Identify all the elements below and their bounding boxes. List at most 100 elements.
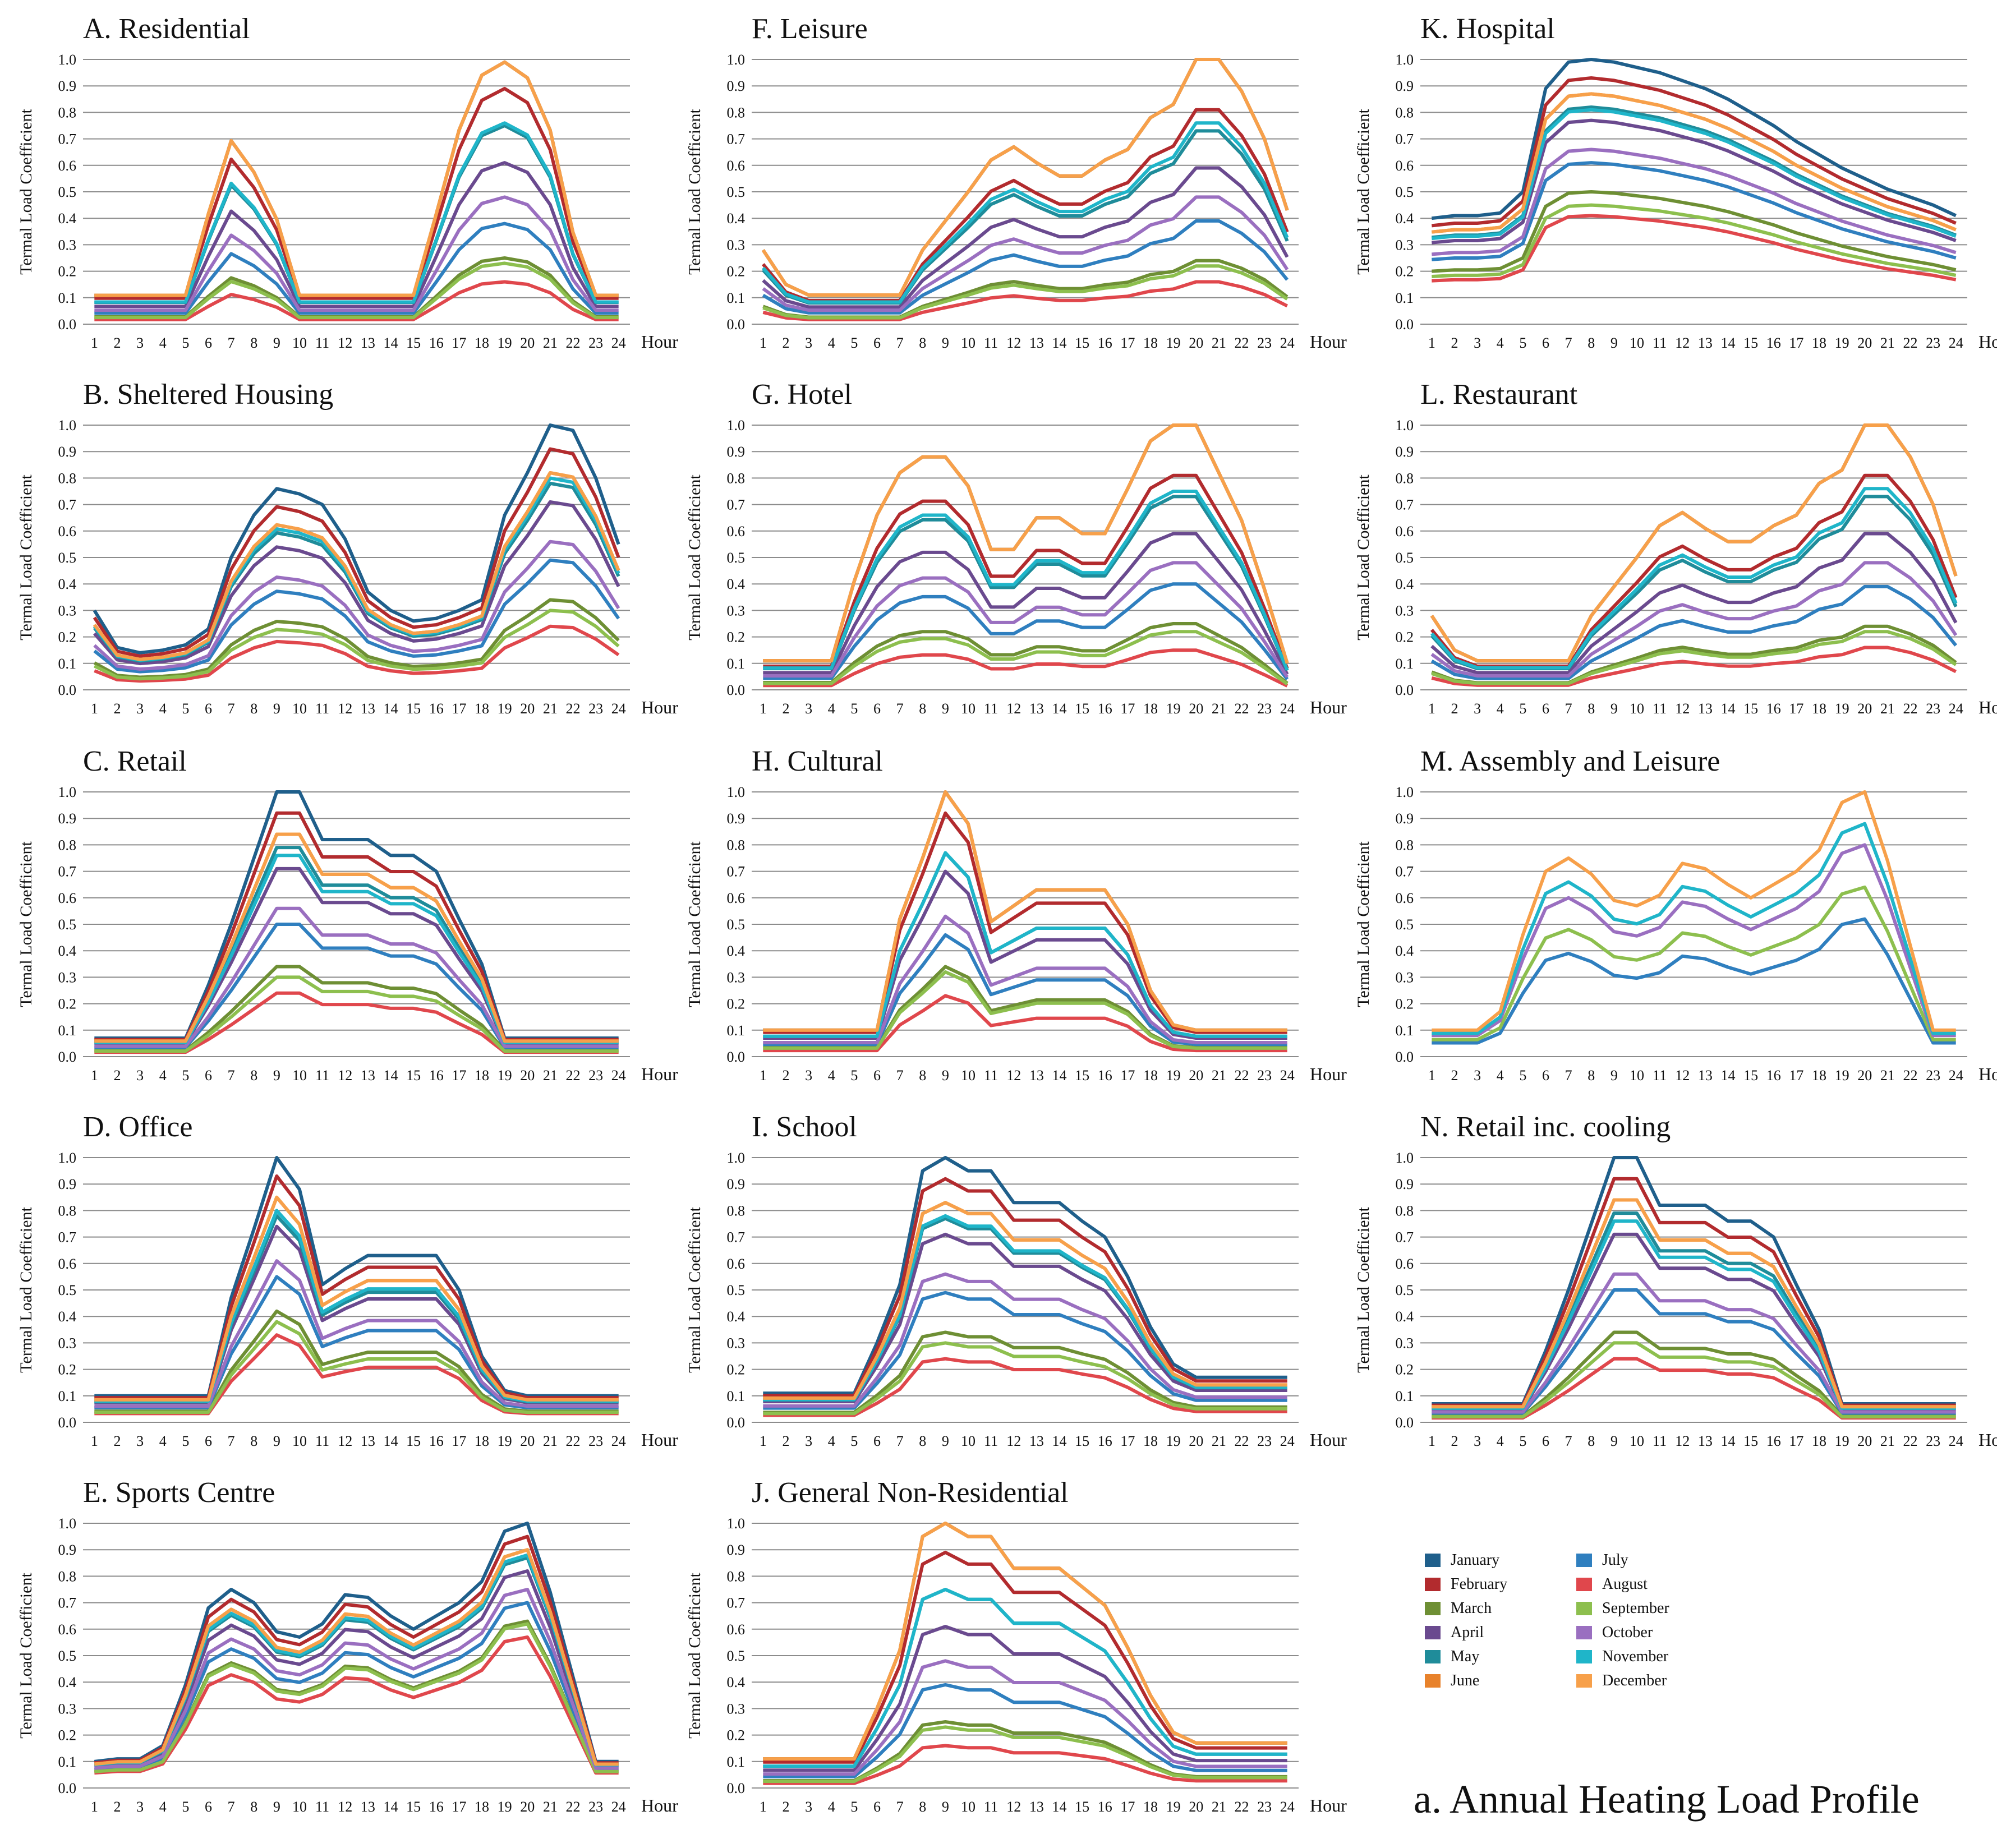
y-tick-label: 1.0 (1396, 784, 1414, 800)
x-tick-label: 16 (1766, 701, 1781, 717)
y-tick-label: 0.8 (58, 1202, 77, 1219)
x-tick-label: 4 (1497, 1433, 1504, 1449)
y-tick-label: 0.3 (727, 237, 746, 253)
x-axis-unit-label: Hour (1310, 1795, 1347, 1815)
series-line-april (94, 1224, 619, 1405)
series-line-october (763, 561, 1289, 678)
x-tick-label: 18 (1143, 335, 1158, 351)
legend-swatch-march (1425, 1602, 1441, 1615)
y-tick-label: 0.9 (58, 78, 77, 94)
x-tick-label: 8 (250, 1799, 257, 1815)
x-tick-label: 8 (250, 1067, 257, 1084)
y-tick-label: 1.0 (727, 1515, 746, 1532)
y-tick-label: 0.2 (727, 629, 746, 646)
x-tick-label: 11 (315, 335, 329, 351)
y-axis-label: Termal Load Coefficient (17, 474, 35, 640)
x-tick-label: 8 (250, 1433, 257, 1449)
x-tick-label: 22 (565, 335, 580, 351)
x-tick-label: 23 (588, 1067, 603, 1084)
series-line-august (763, 994, 1287, 1053)
x-tick-label: 11 (315, 701, 329, 717)
series-lines (94, 1522, 619, 1775)
y-tick-label: 0.0 (58, 1414, 77, 1431)
x-axis-unit-label: Hour (641, 1064, 678, 1084)
x-axis-unit-label: Hour (641, 1430, 678, 1450)
x-tick-label: 1 (1428, 1067, 1435, 1084)
x-tick-label: 6 (873, 1067, 881, 1084)
y-tick-label: 0.9 (727, 78, 746, 94)
panel-title: D. Office (83, 1111, 192, 1143)
x-tick-label: 4 (828, 1433, 835, 1449)
series-line-january (763, 1156, 1287, 1395)
y-tick-label: 0.6 (727, 1256, 746, 1272)
x-tick-label: 11 (1653, 335, 1667, 351)
x-tick-label: 18 (475, 335, 489, 351)
x-tick-label: 4 (828, 335, 835, 351)
series-line-december (93, 471, 620, 661)
chart-panel-E: 0.00.10.20.30.40.50.60.70.80.91.01 2 3 4 5 6 7… (17, 1477, 678, 1815)
y-tick-label: 0.2 (58, 629, 77, 646)
x-tick-label: 14 (1720, 1433, 1735, 1449)
y-tick-label: 0.6 (1396, 523, 1414, 540)
legend-label-december: December (1602, 1672, 1667, 1689)
y-tick-label: 0.5 (58, 1282, 77, 1298)
x-tick-label: 5 (850, 701, 858, 717)
y-tick-label: 0.5 (727, 1648, 746, 1664)
panel-title: H. Cultural (752, 745, 883, 777)
x-tick-label: 9 (1611, 1067, 1618, 1084)
series-line-september (94, 1320, 619, 1414)
x-tick-label: 19 (1835, 1067, 1849, 1084)
series-line-february (94, 1534, 619, 1765)
y-tick-label: 1.0 (727, 417, 746, 434)
legend: January February March April May June July Augu… (1425, 1551, 1669, 1689)
chart-panel-I: 0.00.10.20.30.40.50.60.70.80.91.01 2 3 4 5 6 7… (685, 1111, 1347, 1450)
x-tick-label: 18 (1143, 1433, 1158, 1449)
series-line-january (763, 1522, 1287, 1761)
series-line-january (94, 1156, 619, 1398)
x-tick-label: 11 (1653, 1067, 1667, 1084)
series-line-september (1432, 203, 1957, 278)
x-tick-label: 20 (1857, 701, 1872, 717)
series-line-december (1432, 790, 1956, 1032)
x-tick-label: 17 (1789, 701, 1803, 717)
x-tick-label: 17 (452, 1433, 466, 1449)
y-tick-label: 0.9 (727, 1176, 746, 1192)
series-line-july (1432, 917, 1956, 1045)
x-tick-label: 12 (1675, 1433, 1690, 1449)
chart-panel-H: 0.00.10.20.30.40.50.60.70.80.91.01 2 3 4 5 6 7… (685, 745, 1347, 1084)
x-tick-label: 5 (182, 1433, 189, 1449)
x-tick-label: 8 (250, 335, 257, 351)
x-tick-label: 1 (91, 1799, 98, 1815)
x-tick-label: 2 (782, 1799, 789, 1815)
x-tick-label: 11 (984, 1067, 998, 1084)
y-tick-label: 0.2 (727, 1362, 746, 1378)
series-line-april (763, 1625, 1287, 1772)
series-lines (1432, 1156, 1956, 1420)
x-tick-label: 10 (292, 1799, 307, 1815)
x-tick-label: 10 (292, 335, 307, 351)
x-tick-label: 7 (228, 701, 235, 717)
x-tick-label: 2 (113, 335, 121, 351)
x-tick-label: 17 (1789, 1067, 1803, 1084)
x-tick-label: 8 (919, 1799, 926, 1815)
x-tick-label: 1 (91, 335, 98, 351)
x-tick-label: 2 (782, 335, 789, 351)
series-line-december (1430, 423, 1958, 663)
y-tick-label: 0.4 (727, 1674, 746, 1690)
x-tick-label: 13 (1029, 335, 1044, 351)
series-line-december (94, 60, 619, 297)
series-line-november (762, 121, 1289, 304)
x-tick-label: 1 (91, 701, 98, 717)
series-line-september (763, 1341, 1287, 1416)
x-tick-label: 2 (113, 1799, 121, 1815)
series-line-november (1432, 108, 1957, 241)
y-tick-label: 0.3 (58, 602, 77, 619)
x-tick-label: 13 (361, 1799, 375, 1815)
x-tick-label: 19 (498, 1799, 512, 1815)
x-tick-label: 24 (1280, 1799, 1295, 1815)
x-tick-label: 11 (984, 1799, 998, 1815)
x-tick-label: 12 (1675, 1067, 1690, 1084)
y-tick-label: 0.8 (727, 1202, 746, 1219)
x-tick-label: 5 (850, 1433, 858, 1449)
x-tick-label: 3 (1474, 701, 1481, 717)
